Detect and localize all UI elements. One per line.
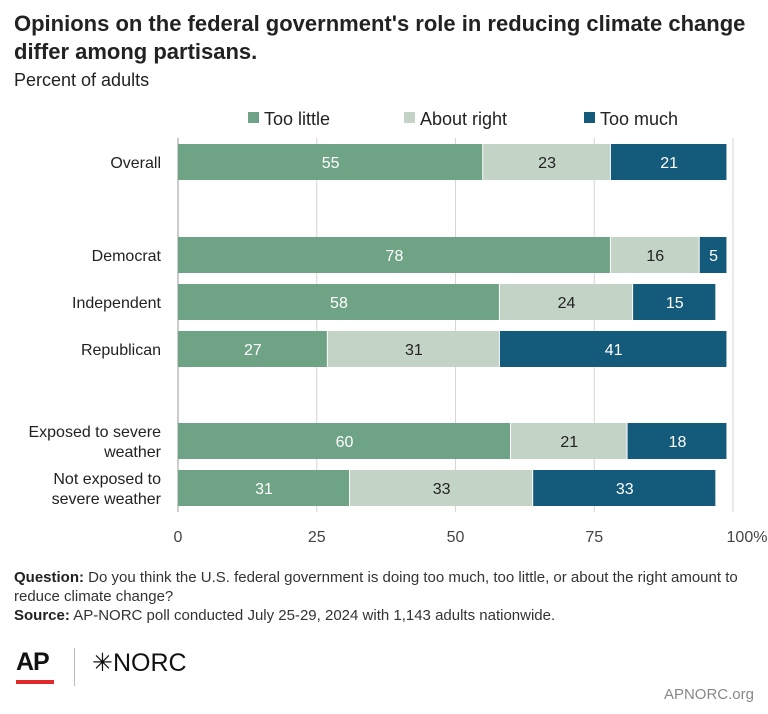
category-labels: Overall Democrat Independent Republican Expo… bbox=[28, 155, 161, 508]
bar-too-little-democrat bbox=[178, 237, 610, 273]
bar-about-right-republican bbox=[327, 331, 499, 367]
question-text: Do you think the U.S. federal government… bbox=[14, 569, 738, 605]
bar-too-little-exposed-to-severe-weather bbox=[178, 423, 510, 459]
data-label: 31 bbox=[255, 481, 273, 498]
bar-too-much-not-exposed-to-severe-weather bbox=[533, 470, 716, 506]
x-tick-label: 25 bbox=[308, 529, 326, 546]
category-label-exposed-to-severe-weather: Exposed to severe weather bbox=[28, 424, 161, 461]
legend-label-too-much: Too much bbox=[600, 109, 678, 129]
site-url: APNORC.org bbox=[663, 686, 754, 703]
bar-about-right-overall bbox=[483, 144, 610, 180]
stacked-bar-chart: Too little About right Too much 55 23 21 78 16… bbox=[28, 109, 768, 546]
data-label: 31 bbox=[405, 342, 423, 359]
bar-about-right-not-exposed-to-severe-weather bbox=[350, 470, 533, 506]
question-label: Question: bbox=[14, 569, 84, 586]
category-label-republican: Republican bbox=[81, 342, 161, 359]
bar-about-right-independent bbox=[499, 284, 633, 320]
source-text: AP-NORC poll conducted July 25-29, 2024 … bbox=[73, 607, 556, 624]
chart-subtitle: Percent of adults bbox=[14, 70, 150, 90]
category-label-democrat: Democrat bbox=[92, 248, 162, 265]
bar-too-much-democrat bbox=[699, 237, 727, 273]
data-label: 55 bbox=[322, 155, 340, 172]
data-label: 23 bbox=[538, 155, 556, 172]
logo-divider bbox=[74, 648, 75, 686]
data-label: 24 bbox=[558, 295, 576, 312]
data-label: 60 bbox=[336, 434, 354, 451]
data-label: 16 bbox=[646, 248, 664, 265]
data-label: 21 bbox=[560, 434, 578, 451]
bar-too-little-not-exposed-to-severe-weather bbox=[178, 470, 350, 506]
data-label: 5 bbox=[709, 248, 718, 265]
category-label-independent: Independent bbox=[72, 295, 162, 312]
legend-swatch-too-little bbox=[248, 112, 259, 123]
data-label: 41 bbox=[605, 342, 623, 359]
bar-too-little-independent bbox=[178, 284, 499, 320]
bar-too-much-independent bbox=[633, 284, 716, 320]
question-note: Question: Do you think the U.S. federal … bbox=[14, 568, 754, 606]
bar-too-much-overall bbox=[610, 144, 727, 180]
bar-too-little-overall bbox=[178, 144, 483, 180]
norc-logo: ✳NORC bbox=[92, 649, 187, 677]
x-tick-label: 50 bbox=[447, 529, 465, 546]
data-label: 15 bbox=[666, 295, 684, 312]
data-label: 21 bbox=[660, 155, 678, 172]
bars: 55 23 21 78 16 5 58 24 15 27 31 41 60 21 18 31 33 33 bbox=[178, 144, 727, 506]
legend-swatch-too-much bbox=[584, 112, 595, 123]
bar-about-right-democrat bbox=[610, 237, 699, 273]
data-label: 58 bbox=[330, 295, 348, 312]
bar-too-much-republican bbox=[499, 331, 727, 367]
legend: Too little About right Too much bbox=[248, 109, 678, 129]
chart-footer: Question: Do you think the U.S. federal … bbox=[14, 568, 754, 625]
bar-too-little-republican bbox=[178, 331, 327, 367]
legend-swatch-about-right bbox=[404, 112, 415, 123]
data-label: 33 bbox=[616, 481, 634, 498]
source-note: Source: AP-NORC poll conducted July 25-2… bbox=[14, 606, 754, 625]
x-tick-label: 100% bbox=[727, 529, 768, 546]
category-label-overall: Overall bbox=[110, 155, 161, 172]
data-label: 33 bbox=[433, 481, 451, 498]
x-tick-label: 0 bbox=[174, 529, 183, 546]
ap-logo-underline bbox=[16, 680, 54, 684]
data-label: 27 bbox=[244, 342, 262, 359]
data-label: 18 bbox=[669, 434, 687, 451]
category-label-not-exposed-to-severe-weather: Not exposed to severe weather bbox=[52, 471, 162, 508]
bar-about-right-exposed-to-severe-weather bbox=[511, 423, 627, 459]
legend-label-too-little: Too little bbox=[264, 109, 330, 129]
chart-title: Opinions on the federal government's rol… bbox=[14, 11, 746, 64]
data-label: 78 bbox=[386, 248, 404, 265]
bar-too-much-exposed-to-severe-weather bbox=[627, 423, 727, 459]
source-label: Source: bbox=[14, 607, 70, 624]
x-axis-ticks: 0 25 50 75 100% bbox=[174, 529, 768, 546]
legend-label-about-right: About right bbox=[420, 109, 507, 129]
ap-logo: AP bbox=[16, 648, 50, 676]
x-tick-label: 75 bbox=[585, 529, 603, 546]
